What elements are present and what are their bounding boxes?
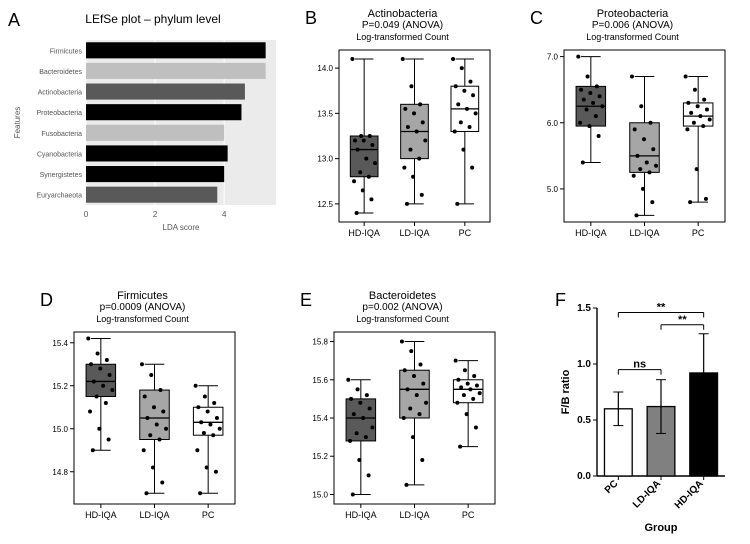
svg-text:14.8: 14.8 (52, 468, 68, 477)
svg-text:PC: PC (603, 478, 621, 496)
svg-text:15.4: 15.4 (312, 414, 328, 423)
svg-text:**: ** (678, 314, 687, 326)
svg-text:Bacteroidetes: Bacteroidetes (39, 69, 82, 76)
panel-c-ylabel: Log-transformed Count (530, 32, 735, 42)
svg-text:ns: ns (633, 359, 646, 371)
svg-text:15.8: 15.8 (312, 338, 328, 347)
svg-text:0.0: 0.0 (577, 471, 591, 482)
panel-d: D Firmicutes p=0.0009 (ANOVA) Log-transf… (40, 290, 245, 530)
panel-c-svg: 5.0 6.0 7.0 HD-IQA LD-IQA PC (530, 44, 735, 244)
svg-text:HD-IQA: HD-IQA (673, 478, 706, 511)
svg-text:15.0: 15.0 (312, 490, 328, 499)
svg-text:Synergistetes: Synergistetes (40, 172, 83, 179)
svg-text:HD-IQA: HD-IQA (348, 228, 380, 238)
panel-b-title: Actinobacteria (305, 8, 500, 20)
svg-text:13.5: 13.5 (317, 109, 333, 118)
svg-text:2: 2 (153, 210, 158, 219)
panel-d-svg: 14.8 15.0 15.2 15.4 HD-IQA LD-IQA PC (40, 326, 245, 526)
panel-b: B Actinobacteria P=0.049 (ANOVA) Log-tra… (305, 8, 500, 243)
figure-root: A LEfSe plot – phylum level 0 2 4 Features F… (0, 0, 750, 544)
svg-text:1.0: 1.0 (577, 359, 591, 370)
panel-a-title: LEfSe plot – phylum level (28, 12, 278, 26)
panel-f: F 0.00.51.01.5F/B ratioPCLD-IQAHD-IQAGro… (555, 290, 735, 530)
svg-text:**: ** (657, 301, 666, 313)
panel-b-pvalue: P=0.049 (ANOVA) (305, 20, 500, 31)
svg-text:12.5: 12.5 (317, 200, 333, 209)
svg-text:Cyanobacteria: Cyanobacteria (37, 151, 82, 158)
panel-a: A LEfSe plot – phylum level 0 2 4 Features F… (8, 10, 278, 230)
svg-text:15.6: 15.6 (312, 376, 328, 385)
svg-text:4: 4 (222, 210, 227, 219)
panel-c-pvalue: P=0.006 (ANOVA) (530, 20, 735, 31)
svg-text:Fusobacteria: Fusobacteria (42, 131, 83, 138)
svg-text:1.5: 1.5 (577, 303, 591, 314)
panel-d-title: Firmicutes (40, 290, 245, 302)
svg-text:LD-IQA: LD-IQA (399, 510, 429, 520)
svg-text:LD-IQA: LD-IQA (629, 228, 659, 238)
svg-text:15.0: 15.0 (52, 425, 68, 434)
panel-b-ylabel: Log-transformed Count (305, 32, 500, 42)
panel-e-pvalue: p=0.002 (ANOVA) (300, 302, 505, 313)
svg-text:6.0: 6.0 (547, 119, 559, 128)
svg-text:15.2: 15.2 (312, 452, 328, 461)
svg-text:Firmicutes: Firmicutes (50, 48, 83, 55)
svg-text:0.5: 0.5 (577, 415, 591, 426)
panel-d-pvalue: p=0.0009 (ANOVA) (40, 302, 245, 313)
svg-text:PC: PC (692, 228, 705, 238)
svg-text:5.0: 5.0 (547, 185, 559, 194)
panel-a-letter: A (8, 10, 20, 31)
svg-text:HD-IQA: HD-IQA (575, 228, 607, 238)
svg-text:HD-IQA: HD-IQA (85, 510, 117, 520)
svg-text:Actinobacteria: Actinobacteria (38, 90, 82, 97)
svg-text:15.4: 15.4 (52, 339, 68, 348)
svg-text:Features: Features (13, 107, 22, 139)
panel-e: E Bacteroidetes p=0.002 (ANOVA) Log-tran… (300, 290, 505, 530)
svg-text:PC: PC (462, 510, 475, 520)
svg-text:Proteobacteria: Proteobacteria (36, 110, 82, 117)
panel-e-svg: 15.0 15.2 15.4 15.6 15.8 HD-IQA LD-IQA PC (300, 326, 505, 526)
svg-text:7.0: 7.0 (547, 53, 559, 62)
svg-text:Euryarchaeota: Euryarchaeota (36, 193, 82, 200)
panel-e-title: Bacteroidetes (300, 290, 505, 302)
svg-text:14.0: 14.0 (317, 64, 333, 73)
svg-text:13.0: 13.0 (317, 155, 333, 164)
svg-text:0: 0 (84, 210, 89, 219)
svg-text:LD-IQA: LD-IQA (631, 478, 663, 510)
svg-text:Group: Group (645, 522, 678, 534)
panel-f-svg: 0.0 0.5 1.0 1.5 F/B ratio PC LD-IQA HD-IQA Group… (555, 298, 735, 538)
svg-text:PC: PC (459, 228, 472, 238)
svg-text:15.2: 15.2 (52, 382, 68, 391)
svg-text:F/B ratio: F/B ratio (560, 369, 572, 414)
svg-text:PC: PC (202, 510, 215, 520)
panel-b-svg: 12.5 13.0 13.5 14.0 HD-IQA LD-IQA PC (305, 44, 500, 244)
panel-c: C Proteobacteria P=0.006 (ANOVA) Log-tra… (530, 8, 735, 243)
svg-text:HD-IQA: HD-IQA (345, 510, 377, 520)
svg-text:LDA score: LDA score (163, 223, 200, 232)
svg-text:LD-IQA: LD-IQA (139, 510, 169, 520)
panel-c-title: Proteobacteria (530, 8, 735, 20)
panel-a-svg: 0 2 4 Features Firmicutes Bacteroidetes Actino… (8, 32, 298, 232)
panel-e-ylabel: Log-transformed Count (300, 314, 505, 324)
panel-d-ylabel: Log-transformed Count (40, 314, 245, 324)
svg-text:LD-IQA: LD-IQA (399, 228, 429, 238)
